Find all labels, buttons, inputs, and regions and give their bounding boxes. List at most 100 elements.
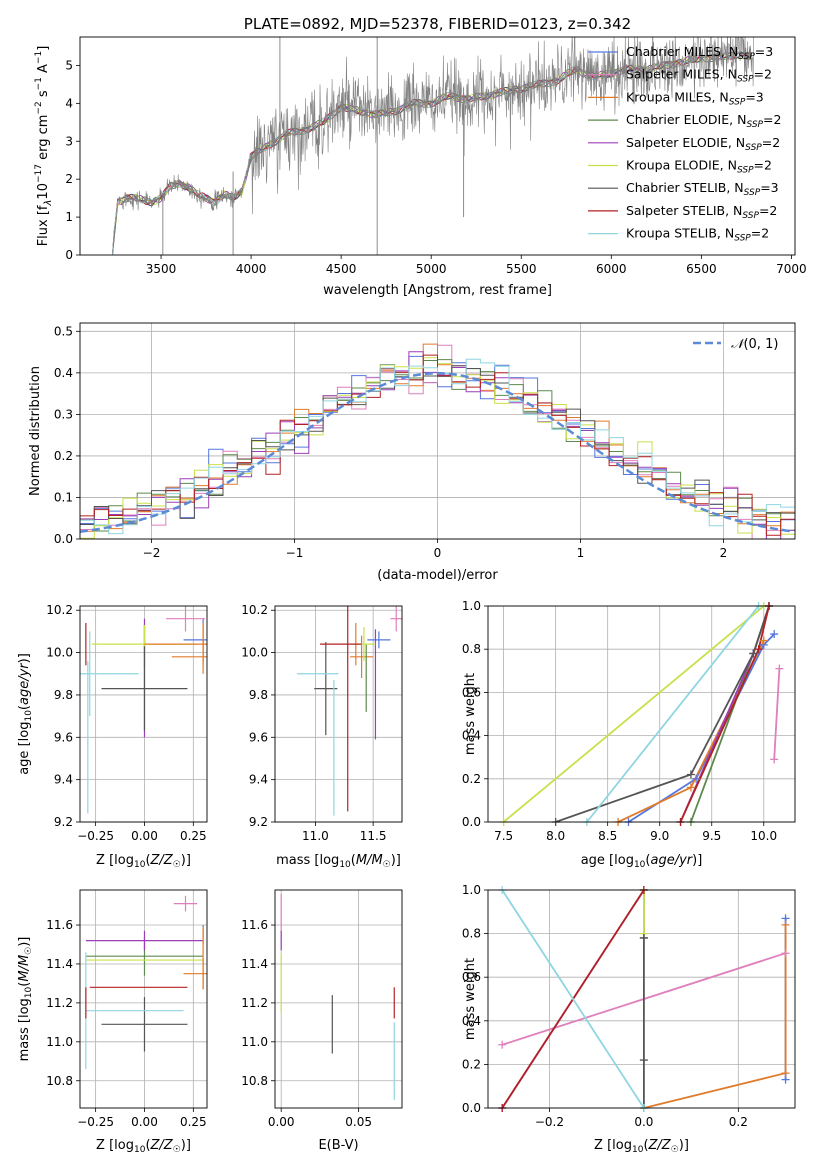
data-point-marker [781, 1069, 790, 1078]
label-part: )] [391, 853, 401, 868]
x-tick-label: 0.25 [180, 1115, 207, 1129]
data-point-marker [498, 1040, 507, 1049]
y-tick-label: 0.2 [462, 1057, 481, 1071]
legend-entry: Chabrier MILES, NSSP=3 [626, 44, 773, 62]
label-part: ( [351, 853, 356, 868]
x-tick-label: 2 [720, 546, 728, 560]
label-part: age/yr [650, 853, 693, 868]
y-tick-label: 5 [65, 58, 73, 72]
y-axis-label: Normed distribution [28, 366, 43, 496]
charts-layer: 3500 4000 4500 5000 5500 6000 6500 7000 0 1 2 3 4 5 PL… [17, 15, 807, 1155]
label-part: Z/Z [648, 1138, 672, 1153]
y-tick-label: 10.0 [241, 646, 268, 660]
y-tick-label: 1 [65, 210, 73, 224]
plot-area [280, 893, 395, 1101]
label-part: =2 [751, 226, 769, 241]
y-tick-label: 0.5 [54, 324, 73, 338]
y-axis-label: age [log10(age/yr)] [17, 653, 34, 775]
label-part: =3 [745, 89, 763, 104]
y-tick-label: 0.0 [462, 1101, 481, 1115]
label-part: λ [43, 200, 54, 207]
label-part: Kroupa ELODIE, N [626, 158, 737, 173]
label-part: Z [log [96, 1138, 134, 1153]
data-point-marker [770, 755, 779, 764]
label-part: )] [17, 937, 32, 947]
data-point-marker [686, 783, 695, 792]
x-tick-label: 4000 [236, 262, 267, 276]
plot-area [110, 37, 754, 255]
data-point-marker [775, 664, 784, 673]
data-point-marker [770, 630, 779, 639]
mass-weight-line [503, 606, 765, 822]
legend-entry: Kroupa MILES, NSSP=3 [626, 89, 764, 107]
label-part: SSP [746, 120, 763, 130]
label-part: )] [692, 853, 702, 868]
label-part: Flux [f [36, 205, 51, 246]
label-part: Kroupa STELIB, N [626, 226, 734, 241]
y-tick-label: 0.8 [462, 927, 481, 941]
label-part: −1 [34, 77, 44, 90]
label-part: 10 [634, 860, 646, 870]
legend-entry: Salpeter STELIB, NSSP=2 [626, 203, 777, 221]
y-tick-label: 9.2 [54, 815, 73, 829]
data-point-marker [781, 949, 790, 958]
y-tick-label: 11.4 [46, 957, 73, 971]
label-part: age [log [17, 722, 32, 775]
chart-title: PLATE=0892, MJD=52378, FIBERID=0123, z=0… [244, 15, 631, 33]
x-tick-label: 10.0 [750, 829, 777, 843]
y-tick-label: 0.4 [54, 366, 73, 380]
label-part: ☉ [173, 1145, 181, 1155]
y-tick-label: 10.8 [46, 1074, 73, 1088]
label-part: 10 [134, 1145, 146, 1155]
label-part: Salpeter MILES, N [626, 67, 737, 82]
y-tick-label: 4 [65, 96, 73, 110]
label-part: 10 [36, 183, 51, 200]
label-part: SSP [744, 188, 761, 198]
label-part: Z/Z [150, 853, 174, 868]
x-tick-label: 11.0 [302, 829, 329, 843]
chart-spectrum: 3500 4000 4500 5000 5500 6000 6500 7000 0 1 2 3 4 5 PL… [34, 15, 807, 298]
y-tick-label: 10.0 [46, 646, 73, 660]
y-tick-label: 2 [65, 172, 73, 186]
axes-frame [274, 889, 403, 1109]
y-tick-label: 0.4 [462, 729, 481, 743]
label-part: A [36, 64, 51, 77]
axes-frame [487, 889, 796, 1109]
label-part: =2 [762, 135, 780, 150]
axes-frame [274, 605, 403, 823]
y-tick-label: 9.4 [54, 773, 73, 787]
y-tick-label: 11.4 [241, 957, 268, 971]
label-part: 10 [632, 1145, 644, 1155]
mass-weight-line [555, 606, 770, 822]
x-tick-label: 0.00 [131, 1115, 158, 1129]
legend-entry: Salpeter MILES, NSSP=2 [626, 67, 772, 85]
label-part: )] [17, 653, 32, 663]
axes-frame [79, 889, 208, 1109]
y-axis-label: mass [log10(M/M☉)] [17, 937, 34, 1062]
label-part: ☉ [173, 860, 181, 870]
legend-entry: Chabrier STELIB, NSSP=3 [626, 180, 779, 198]
x-tick-label: 0.2 [729, 1115, 748, 1129]
label-part: M/M [17, 955, 32, 982]
label-part: Z/Z [150, 1138, 174, 1153]
data-point-marker [692, 774, 701, 783]
x-tick-label: −0.25 [77, 1115, 114, 1129]
chart-massweight_vs_Z: −0.2 0.0 0.2 0.0 0.2 0.4 0.6 0.8 1.0 Z [log10(Z/Z… [462, 883, 796, 1155]
x-tick-label: 8.0 [546, 829, 565, 843]
label-part: ☉ [24, 947, 34, 955]
axes-frame [79, 322, 796, 540]
chart-mass_vs_ebv: 0.00 0.05 10.8 11.0 11.2 11.4 11.6 E(B-V) [241, 889, 403, 1153]
label-part: Z [log [594, 1138, 632, 1153]
y-tick-label: 0.6 [462, 970, 481, 984]
label-part: Salpeter ELODIE, N [626, 135, 745, 150]
x-tick-label: 6000 [596, 262, 627, 276]
x-tick-label: −1 [286, 546, 304, 560]
y-tick-label: 9.6 [54, 730, 73, 744]
label-part: ( [145, 1138, 150, 1153]
y-tick-label: 0.3 [54, 407, 73, 421]
data-point-marker [639, 1056, 648, 1065]
y-tick-label: 10.2 [46, 603, 73, 617]
x-tick-label: 0.00 [131, 829, 158, 843]
label-part: erg cm [36, 115, 51, 164]
